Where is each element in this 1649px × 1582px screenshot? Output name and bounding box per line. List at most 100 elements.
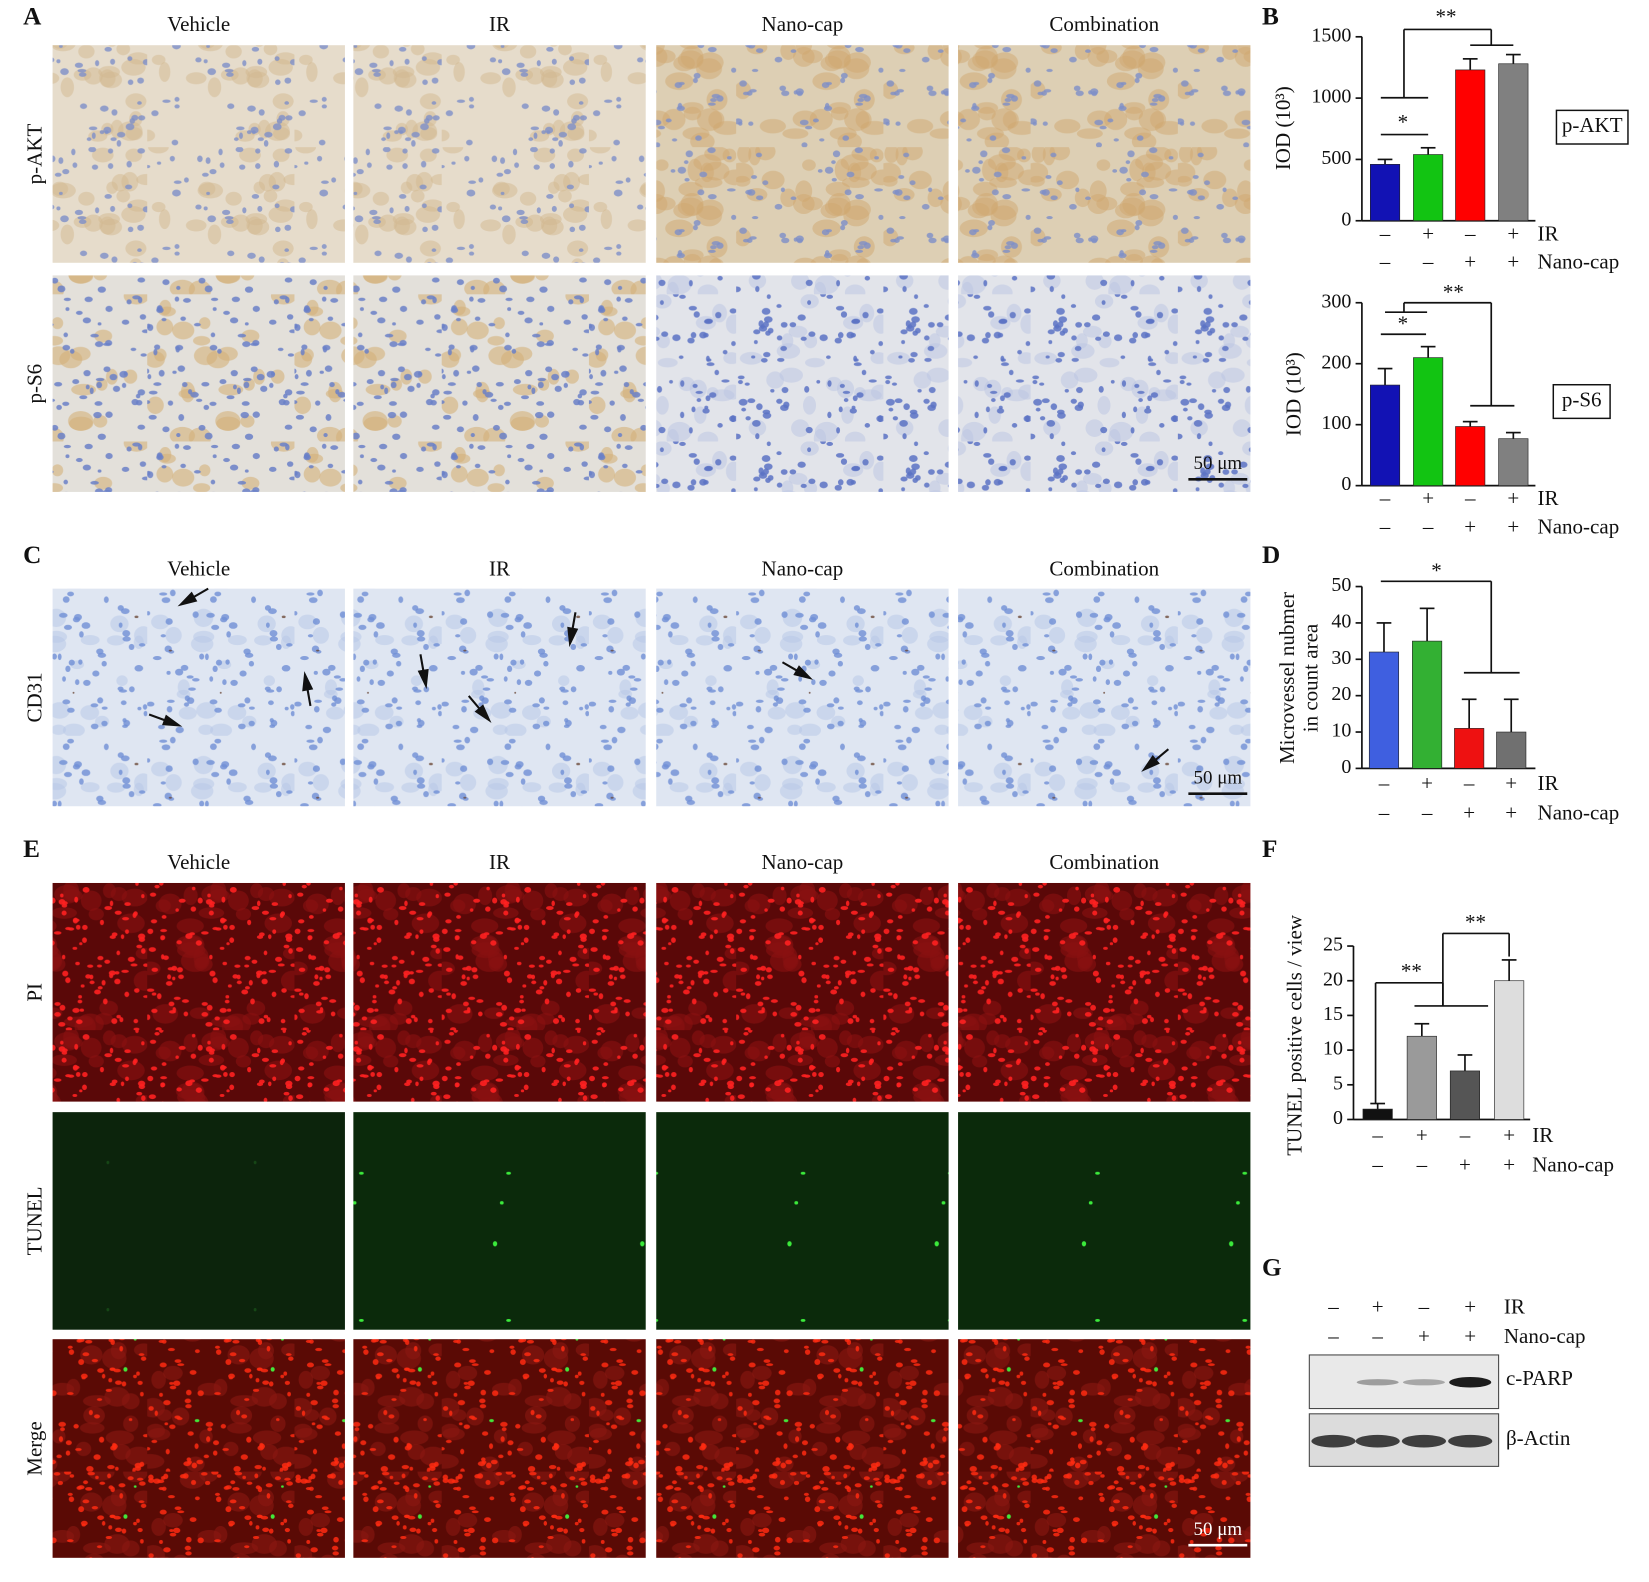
panel-label: C xyxy=(23,542,41,569)
y-tick-label: 10 xyxy=(1331,720,1351,742)
condition-sign: – xyxy=(1327,1295,1339,1319)
bar xyxy=(1368,651,1400,769)
condition-sign: + xyxy=(1464,1295,1476,1319)
micrograph xyxy=(656,1339,949,1558)
condition-sign: – xyxy=(1418,1295,1430,1319)
y-tick-label: 0 xyxy=(1333,1107,1343,1129)
box-label: p-AKT xyxy=(1562,113,1623,137)
bar xyxy=(1455,69,1486,222)
panel-label: A xyxy=(23,4,42,31)
row-label: CD31 xyxy=(23,672,47,722)
condition-name: IR xyxy=(1504,1295,1525,1319)
arrow xyxy=(177,587,209,607)
y-axis-label: IOD (10³) xyxy=(1271,86,1295,170)
panel-label: B xyxy=(1262,4,1279,31)
significance: ** xyxy=(1443,280,1464,304)
column-heading: Combination xyxy=(1049,557,1159,581)
scale-bar-label: 50 μm xyxy=(1194,1519,1243,1540)
condition-sign: + xyxy=(1464,515,1476,539)
y-tick-label: 50 xyxy=(1331,574,1351,596)
condition-sign: – xyxy=(1371,1153,1383,1177)
condition-sign: – xyxy=(1379,486,1391,510)
condition-name: IR xyxy=(1538,771,1559,795)
condition-sign: + xyxy=(1421,771,1433,795)
panel-label: E xyxy=(23,836,40,863)
condition-sign: + xyxy=(1507,221,1519,245)
micrograph xyxy=(353,1339,646,1558)
condition-name: IR xyxy=(1538,221,1559,245)
y-tick-label: 5 xyxy=(1333,1072,1343,1094)
micrograph xyxy=(656,1112,949,1330)
condition-sign: – xyxy=(1416,1153,1428,1177)
micrograph xyxy=(958,1339,1251,1558)
y-tick-label: 0 xyxy=(1341,208,1351,230)
row-label: p-AKT xyxy=(23,123,47,184)
bar xyxy=(1449,1070,1480,1120)
band xyxy=(1449,1377,1492,1388)
y-tick-label: 30 xyxy=(1331,647,1351,669)
bar xyxy=(1496,731,1527,769)
condition-sign: + xyxy=(1507,250,1519,274)
condition-sign: – xyxy=(1378,800,1390,824)
condition-sign: + xyxy=(1416,1123,1428,1147)
column-heading: IR xyxy=(489,850,510,874)
y-tick-label: 100 xyxy=(1321,412,1351,434)
arrow xyxy=(148,713,183,727)
bar xyxy=(1413,154,1444,222)
micrograph xyxy=(656,588,949,807)
significance: ** xyxy=(1436,5,1457,29)
condition-sign: + xyxy=(1464,250,1476,274)
bar xyxy=(1494,980,1525,1120)
band-label: c-PARP xyxy=(1506,1366,1573,1390)
column-heading: Combination xyxy=(1049,12,1159,36)
box-label: p-S6 xyxy=(1562,387,1602,411)
panel-label: D xyxy=(1262,542,1280,569)
bar xyxy=(1412,640,1443,769)
condition-sign: + xyxy=(1507,515,1519,539)
condition-sign: + xyxy=(1459,1153,1471,1177)
condition-sign: – xyxy=(1464,486,1476,510)
y-tick-label: 0 xyxy=(1341,756,1351,778)
significance: * xyxy=(1398,110,1409,134)
condition-sign: + xyxy=(1418,1324,1430,1348)
micrograph xyxy=(958,1112,1251,1330)
condition-sign: – xyxy=(1459,1123,1471,1147)
condition-sign: + xyxy=(1503,1123,1515,1147)
panel-label: G xyxy=(1262,1255,1282,1282)
condition-name: IR xyxy=(1538,486,1559,510)
y-tick-label: 500 xyxy=(1321,147,1351,169)
micrograph xyxy=(52,1339,345,1558)
micrograph xyxy=(353,45,646,263)
condition-sign: + xyxy=(1505,800,1517,824)
condition-sign: – xyxy=(1371,1123,1383,1147)
micrograph xyxy=(353,882,646,1102)
condition-name: Nano-cap xyxy=(1504,1324,1586,1348)
significance: ** xyxy=(1465,910,1486,934)
micrograph xyxy=(353,1112,646,1330)
significance: * xyxy=(1431,559,1442,583)
bar xyxy=(1454,728,1485,769)
micrograph xyxy=(353,275,646,492)
condition-sign: + xyxy=(1422,221,1434,245)
scale-bar-label: 50 μm xyxy=(1194,453,1243,474)
label-box xyxy=(1552,383,1611,420)
condition-sign: – xyxy=(1421,800,1433,824)
row-label: Merge xyxy=(23,1421,47,1475)
band xyxy=(1448,1434,1493,1448)
condition-sign: – xyxy=(1371,1324,1383,1348)
y-tick-label: 40 xyxy=(1331,611,1351,633)
micrograph xyxy=(656,275,949,492)
micrograph xyxy=(656,882,949,1102)
y-axis-label: TUNEL positive cells / view xyxy=(1283,914,1307,1156)
band xyxy=(1355,1434,1400,1448)
label-box xyxy=(1555,109,1629,145)
column-heading: Combination xyxy=(1049,850,1159,874)
column-heading: Vehicle xyxy=(167,557,230,581)
row-label: p-S6 xyxy=(23,364,47,404)
condition-name: Nano-cap xyxy=(1538,515,1620,539)
condition-sign: – xyxy=(1379,221,1391,245)
arrow xyxy=(417,654,429,690)
column-heading: IR xyxy=(489,12,510,36)
y-tick-label: 1500 xyxy=(1311,24,1351,46)
